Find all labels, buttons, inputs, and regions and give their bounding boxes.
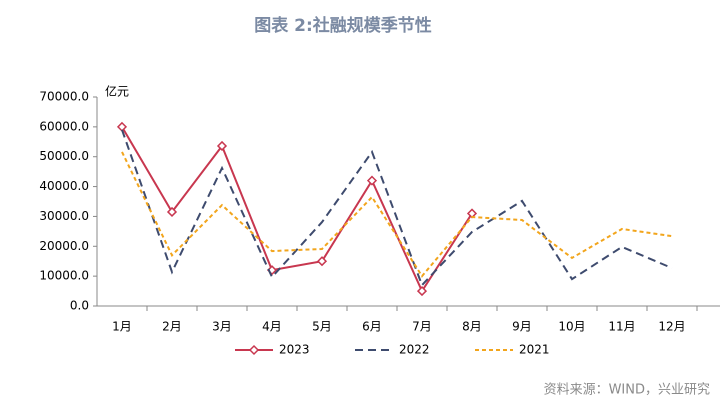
y-tick-label: 70000.0: [39, 90, 89, 104]
chart-title: 图表 2:社融规模季节性: [254, 15, 432, 36]
y-tick-label: 10000.0: [39, 269, 89, 283]
x-tick-label: 2月: [162, 320, 182, 334]
y-tick-label: 60000.0: [39, 119, 89, 133]
source: 资料来源：WIND，兴业研究: [544, 383, 710, 398]
x-tick-label: 6月: [362, 320, 382, 334]
y-tick-label: 0.0: [70, 299, 89, 313]
y-tick-label: 30000.0: [39, 209, 89, 223]
series-line: [121, 129, 673, 287]
series-line: [121, 151, 673, 278]
x-tick-label: 9月: [512, 320, 532, 334]
marker: [416, 286, 428, 297]
x-tick-label: 7月: [412, 320, 432, 334]
y-axis-label: 亿元: [105, 84, 129, 99]
x-tick-label: 12月: [658, 320, 685, 334]
x-tick-label: 4月: [262, 320, 282, 334]
y-tick-label: 20000.0: [39, 239, 89, 253]
x-tick-label: 3月: [212, 320, 232, 334]
x-tick-label: 8月: [462, 320, 482, 334]
x-tick-label: 1月: [112, 320, 132, 334]
legend-marker: [248, 344, 260, 356]
marker: [166, 206, 178, 218]
marker: [216, 140, 228, 152]
y-tick-label: 40000.0: [39, 179, 89, 193]
x-tick-label: 5月: [312, 320, 332, 334]
y-tick-label: 50000.0: [39, 149, 89, 163]
legend-label: 2023: [279, 343, 310, 357]
marker: [316, 256, 328, 267]
series-line: [121, 126, 473, 294]
legend-label: 2021: [519, 343, 550, 357]
legend-label: 2022: [399, 343, 430, 357]
marker: [366, 175, 378, 186]
x-tick-label: 11月: [608, 320, 635, 334]
x-tick-label: 10月: [558, 320, 585, 334]
